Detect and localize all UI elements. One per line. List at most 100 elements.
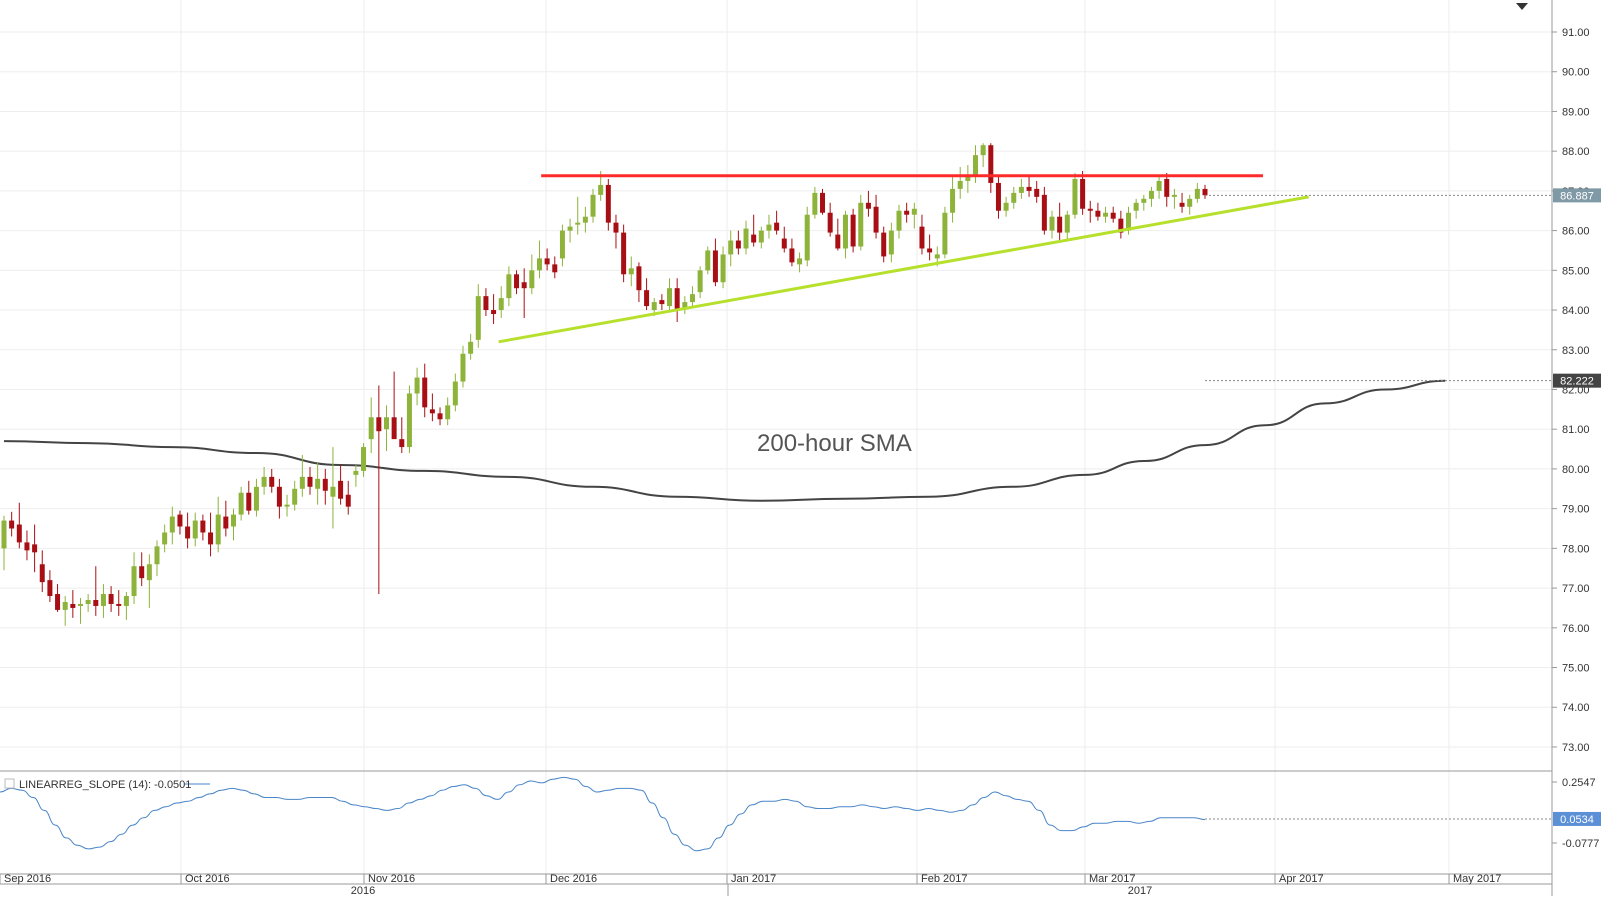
candle (307, 466, 313, 495)
candle (758, 226, 764, 249)
candle (582, 206, 588, 233)
candle-body (24, 542, 30, 551)
candle (24, 530, 30, 561)
candle (429, 393, 435, 422)
candle-body (659, 300, 665, 305)
candle (399, 417, 405, 454)
candle (797, 252, 803, 273)
candle (842, 210, 848, 259)
candle-body (674, 288, 680, 311)
candle-body (383, 417, 389, 430)
candle (452, 373, 458, 412)
candle (1026, 176, 1032, 197)
x-tick-label: May 2017 (1453, 873, 1501, 885)
candle (345, 480, 351, 515)
candle (1103, 206, 1109, 223)
candle-body (781, 238, 787, 249)
y-tick-label: 84.00 (1562, 305, 1590, 317)
x-tick-label: Feb 2017 (921, 873, 967, 885)
y-tick-label: 88.00 (1562, 146, 1590, 158)
candle-body (32, 544, 38, 553)
candle (468, 333, 474, 360)
candle-body (842, 214, 848, 249)
candle-body (146, 564, 152, 581)
candle (1087, 200, 1093, 223)
candle (1133, 198, 1139, 219)
y-tick-label: 81.00 (1562, 424, 1590, 436)
candle-body (934, 254, 940, 259)
candle (644, 278, 650, 311)
candle (980, 143, 986, 168)
candle (659, 294, 665, 311)
candle-body (605, 184, 611, 223)
candle-body (414, 377, 420, 394)
candle (514, 270, 520, 295)
support-line (498, 195, 1309, 344)
candle (246, 480, 252, 515)
candle (743, 220, 749, 255)
candle (1034, 180, 1040, 203)
candle (682, 296, 688, 315)
candle (55, 584, 61, 612)
candle-body (697, 270, 703, 293)
candle (185, 512, 191, 549)
candle-body (582, 216, 588, 223)
candle-body (162, 532, 168, 545)
candle (1148, 186, 1154, 207)
candle-body (437, 413, 443, 420)
candle (1072, 173, 1078, 219)
candle-body (253, 486, 259, 511)
candle-body (651, 302, 657, 311)
candle (32, 524, 38, 573)
candle-body (70, 603, 76, 608)
candle-body (789, 248, 795, 263)
indicator-panel: 0.2547 -0.0777 0.0534 (0, 776, 1601, 852)
candle (192, 512, 198, 547)
candle-body (667, 288, 673, 307)
candle-body (1011, 192, 1017, 203)
y-tick-label: 77.00 (1562, 583, 1590, 595)
candle-body (957, 180, 963, 189)
candle (437, 407, 443, 426)
candle-body (116, 603, 122, 606)
year-label: 2017 (1128, 885, 1152, 896)
candle-body (169, 516, 175, 533)
candle (804, 206, 810, 267)
candle (751, 214, 757, 247)
candle-body (475, 296, 481, 340)
candle (965, 165, 971, 193)
candle (445, 397, 451, 426)
candle (735, 230, 741, 255)
candle (330, 447, 336, 529)
candle-body (330, 486, 336, 497)
candle (858, 194, 864, 251)
candle (100, 584, 106, 618)
candle (621, 224, 627, 283)
candle-body (567, 226, 573, 231)
candle-body (950, 188, 956, 213)
candle-body (621, 232, 627, 275)
candle (353, 464, 359, 487)
candle (674, 278, 680, 322)
candle-body (16, 524, 22, 543)
dropdown-arrow-icon[interactable] (1516, 3, 1528, 10)
candle-body (628, 268, 634, 275)
candle-body (299, 476, 305, 489)
candle (1179, 192, 1185, 213)
candle (368, 397, 374, 454)
candle-body (1003, 202, 1009, 211)
candle (498, 286, 504, 318)
y-tick-label: 91.00 (1562, 27, 1590, 39)
y-tick-label: 89.00 (1562, 106, 1590, 118)
candle-body (353, 470, 359, 475)
candle-body (284, 504, 290, 507)
candle-body (827, 212, 833, 233)
candle (850, 208, 856, 253)
candle-body (230, 514, 236, 527)
candle-body (108, 594, 114, 604)
last-price-box (1553, 188, 1601, 203)
candle-body (1133, 202, 1139, 211)
candle-body (858, 202, 864, 247)
candle (376, 385, 382, 595)
